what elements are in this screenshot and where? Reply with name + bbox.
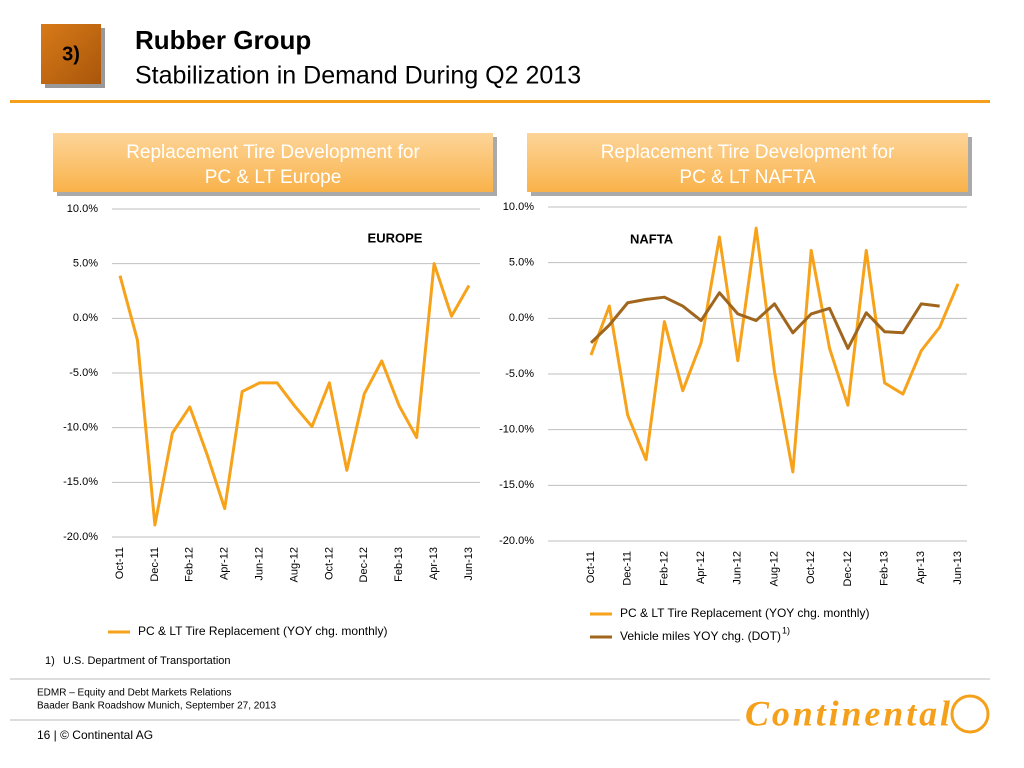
chart-title: PC & LT Europe	[205, 167, 342, 188]
y-tick-label: -15.0%	[63, 476, 98, 488]
footnote-text: U.S. Department of Transportation	[63, 655, 231, 667]
y-tick-label: 5.0%	[509, 257, 534, 269]
x-tick-label: Feb-12	[184, 547, 196, 582]
x-tick-label: Dec-12	[358, 547, 370, 582]
series-line	[589, 226, 960, 474]
x-tick-label: Feb-13	[393, 547, 405, 582]
y-tick-label: -15.0%	[499, 479, 534, 491]
x-tick-label: Apr-13	[428, 547, 440, 580]
y-tick-label: 5.0%	[73, 258, 98, 270]
header-rule	[10, 100, 990, 103]
x-tick-label: Dec-11	[622, 551, 634, 586]
x-tick-label: Aug-12	[288, 547, 300, 582]
chart-annotation: EUROPE	[368, 230, 423, 245]
y-tick-label: 0.0%	[509, 312, 534, 324]
logo: Continental	[745, 693, 950, 733]
slide-title: Rubber Group	[135, 25, 311, 55]
x-tick-label: Oct-11	[585, 551, 597, 583]
x-tick-label: Dec-11	[149, 547, 161, 582]
chart-title-box	[527, 133, 968, 192]
footnote-marker: 1)	[45, 655, 55, 667]
x-tick-label: Aug-12	[768, 551, 780, 586]
x-tick-label: Apr-12	[695, 551, 707, 584]
logo-emblem	[950, 694, 990, 734]
footer-line: EDMR – Equity and Debt Markets Relations	[37, 688, 232, 699]
number-box	[41, 24, 101, 84]
y-tick-label: -20.0%	[63, 531, 98, 543]
y-tick-label: 10.0%	[503, 201, 534, 213]
legend-label: Vehicle miles YOY chg. (DOT)	[620, 629, 781, 643]
x-tick-label: Jun-13	[463, 547, 475, 581]
chart-title-box	[53, 133, 493, 192]
x-tick-label: Oct-11	[114, 547, 126, 579]
series-line	[118, 262, 471, 527]
y-tick-label: -10.0%	[63, 422, 98, 434]
y-tick-label: -5.0%	[505, 368, 534, 380]
charts: Replacement Tire Development for PC & LT …	[53, 133, 972, 643]
chart-title: PC & LT NAFTA	[679, 167, 816, 188]
x-tick-label: Feb-12	[658, 551, 670, 586]
page-number: 16 | © Continental AG	[37, 728, 153, 742]
chart-title: Replacement Tire Development for	[126, 142, 420, 163]
footer-line: Baader Bank Roadshow Munich, September 2…	[37, 701, 276, 712]
chart-title: Replacement Tire Development for	[601, 142, 895, 163]
y-tick-label: -10.0%	[499, 424, 534, 436]
x-tick-label: Jun-13	[952, 551, 964, 585]
y-tick-label: -5.0%	[69, 367, 98, 379]
y-tick-label: -20.0%	[499, 535, 534, 547]
x-tick-label: Apr-13	[915, 551, 927, 584]
x-tick-label: Jun-12	[732, 551, 744, 585]
x-tick-label: Jun-12	[254, 547, 266, 581]
legend-label: PC & LT Tire Replacement (YOY chg. month…	[620, 606, 869, 620]
x-tick-label: Oct-12	[323, 547, 335, 580]
y-tick-label: 10.0%	[67, 203, 98, 215]
x-tick-label: Feb-13	[879, 551, 891, 586]
section-number: 3)	[62, 43, 80, 65]
series-line	[589, 291, 940, 350]
legend-note: 1)	[782, 625, 790, 635]
legend-label: PC & LT Tire Replacement (YOY chg. month…	[138, 624, 387, 638]
x-tick-label: Apr-12	[219, 547, 231, 580]
slide-subtitle: Stabilization in Demand During Q2 2013	[135, 62, 581, 90]
y-tick-label: 0.0%	[73, 312, 98, 324]
x-tick-label: Oct-12	[805, 551, 817, 584]
x-tick-label: Dec-12	[842, 551, 854, 586]
chart-annotation: NAFTA	[630, 231, 674, 246]
